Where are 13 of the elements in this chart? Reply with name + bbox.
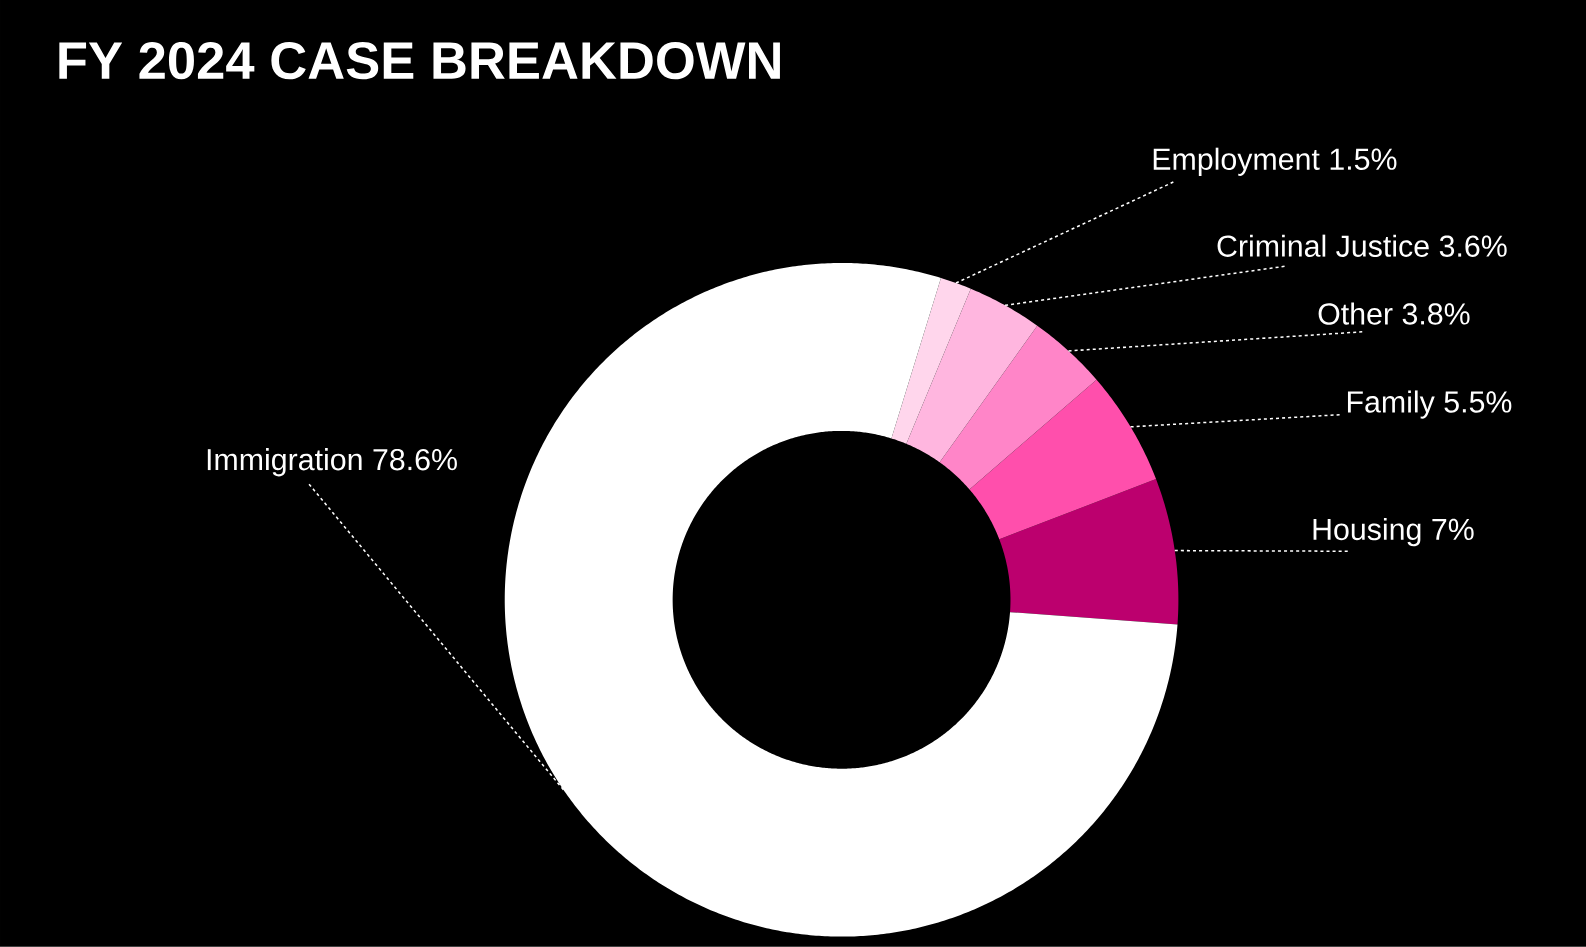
data-label: 3.8% bbox=[1402, 303, 1470, 325]
data-label: 3.6% bbox=[1439, 235, 1507, 258]
data-label: 78.6% bbox=[373, 449, 457, 471]
data-label: 5.5% bbox=[1444, 391, 1512, 413]
slice-label: Family bbox=[1347, 390, 1435, 419]
slice-label: Immigration bbox=[207, 448, 362, 477]
slice-label: Criminal Justice bbox=[1217, 234, 1429, 258]
data-label: 1.5% bbox=[1330, 148, 1397, 171]
slice-label: Employment bbox=[1153, 147, 1320, 177]
slice-label: Housing bbox=[1313, 518, 1421, 547]
chart-title: FY 2024 CASE BREAKDOWN bbox=[59, 42, 780, 80]
data-label: 7% bbox=[1432, 518, 1474, 541]
slice-label: Other bbox=[1318, 302, 1393, 325]
